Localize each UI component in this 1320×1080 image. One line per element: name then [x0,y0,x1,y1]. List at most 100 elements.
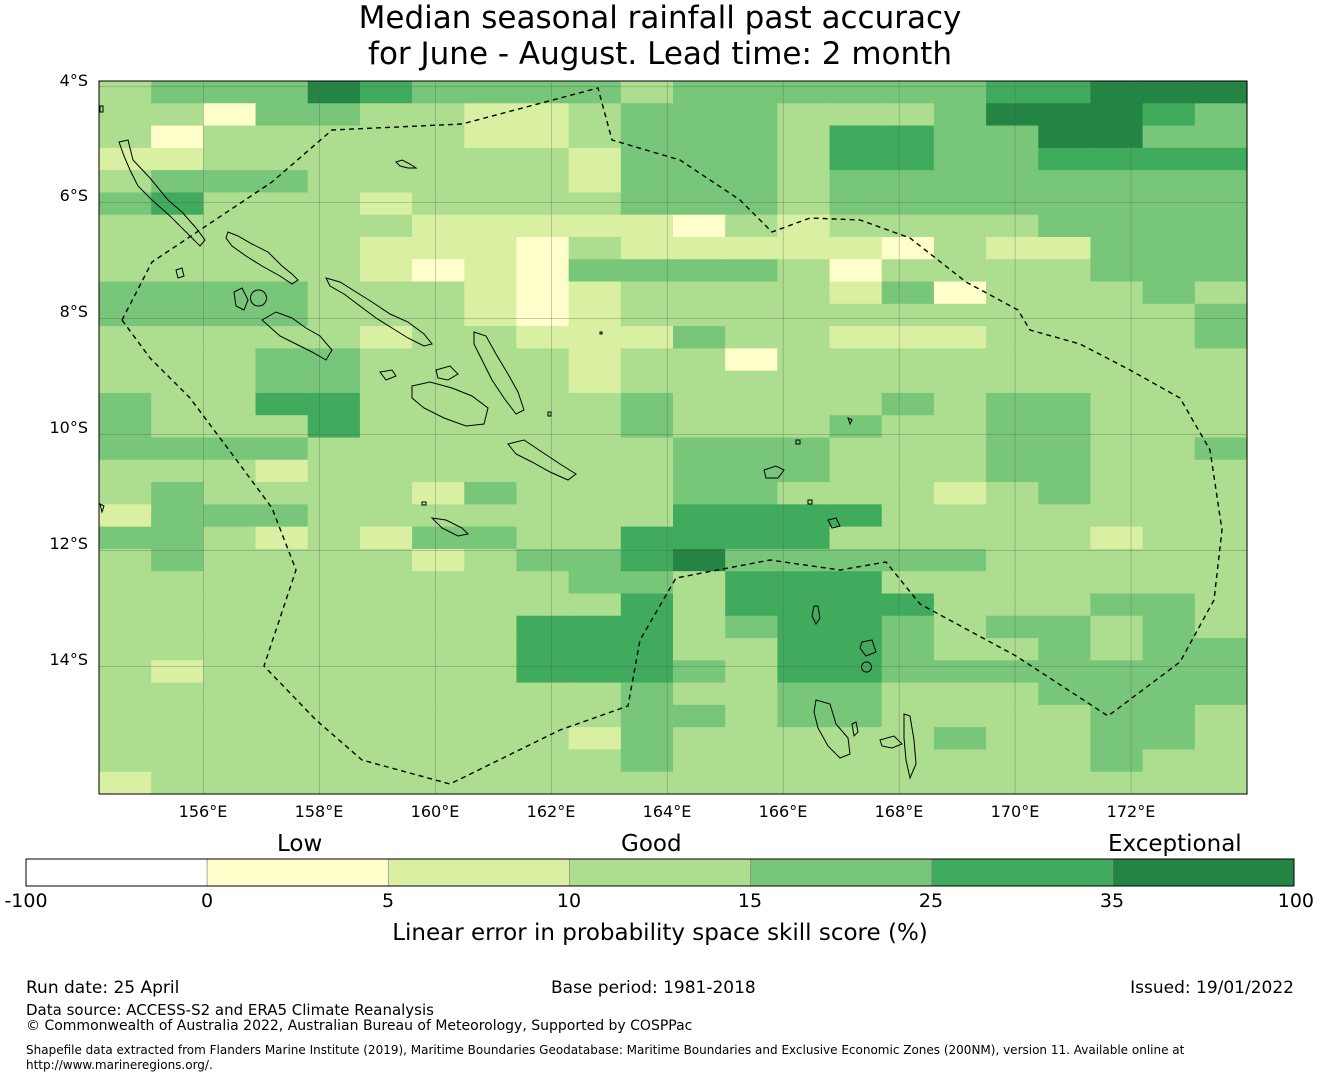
grid-cell [307,214,361,238]
grid-cell [464,259,518,283]
grid-cell [777,638,831,661]
grid-cell [1038,147,1092,171]
island-gaua [861,661,872,673]
grid-cell [568,704,622,728]
grid-cell [933,192,987,216]
base-period: Base period: 1981-2018 [551,978,756,998]
colorbar-segment [387,858,570,887]
grid-cell [1194,303,1248,327]
grid-cell [464,125,518,149]
grid-cell [99,571,152,595]
grid-cell [99,103,152,127]
grid-cell [881,281,935,305]
grid-cell [307,727,361,751]
grid-cell [99,682,152,706]
grid-cell [673,459,726,483]
grid-cell [725,370,778,394]
colorbar-tick: -100 [4,890,48,912]
grid-cell [1090,504,1144,528]
grid-cell [933,236,987,260]
grid-cell [1142,348,1196,372]
grid-cell [203,526,257,550]
grid-cell [151,526,204,550]
grid-cell [464,682,518,706]
lat-label: 14°S [49,650,88,669]
grid-cell [464,281,518,305]
grid-cell [516,370,570,394]
grid-cell [203,682,257,706]
grid-cell [516,771,570,795]
grid-cell [568,236,622,260]
grid-cell [620,147,674,171]
grid-cell [725,170,778,194]
grid-cell [464,482,518,505]
grid-cell [1090,103,1144,127]
grid-cell [464,638,518,661]
grid-cell [673,504,726,528]
grid-cell [464,727,518,751]
grid-cell [620,214,674,238]
grid-cell [203,348,257,372]
grid-cell [99,348,152,372]
grid-cell [1038,482,1092,505]
grid-cell [464,214,518,238]
island-guadalcanal [411,381,489,427]
grid-cell [203,326,257,349]
grid-cell [829,571,883,595]
grid-cell [829,727,883,751]
grid-cell [1090,437,1144,461]
grid-cell [99,593,152,617]
grid-cell [1038,348,1092,372]
island-shortlands [175,267,185,279]
grid-cell [881,170,935,194]
grid-cell [1194,548,1248,572]
grid-cell [99,370,152,394]
grid-cell [1038,615,1092,639]
grid-cell [151,214,204,238]
grid-cell [307,326,361,349]
grid-cell [516,415,570,439]
lon-label: 160°E [410,802,460,821]
grid-cell [464,504,518,528]
grid-cell [1038,638,1092,661]
colorbar-segment [569,858,751,887]
grid-cell [986,771,1039,795]
grid-cell [464,615,518,639]
grid-cell [255,259,309,283]
grid-cell [673,727,726,751]
colorbar [25,858,1295,887]
grid-cell [255,526,309,550]
grid-cell [359,370,413,394]
grid-cell [255,303,309,327]
grid-cell [933,147,987,171]
grid-cell [829,192,883,216]
grid-cell [1194,771,1248,795]
grid-cell [1090,236,1144,260]
grid-cell [933,771,987,795]
grid-cell [255,392,309,416]
grid-cell [1090,147,1144,171]
grid-cell [203,727,257,751]
grid-cell [203,370,257,394]
grid-cell [412,548,465,572]
grid-cell [777,303,831,327]
grid-cell [829,682,883,706]
grid-cell [1142,482,1196,505]
grid-cell [99,259,152,283]
lon-label: 164°E [642,802,692,821]
category-good: Good [621,831,682,857]
grid-cell [673,415,726,439]
grid-cell [307,638,361,661]
island-russell [379,369,397,381]
grid-cell [516,437,570,461]
grid-cell [725,482,778,505]
grid-cell [986,326,1039,349]
grid-cell [1194,281,1248,305]
grid-cell [1090,259,1144,283]
grid-cell [412,526,465,550]
grid-cell [359,615,413,639]
grid-cell [829,214,883,238]
grid-cell [203,170,257,194]
grid-cell [516,81,570,104]
